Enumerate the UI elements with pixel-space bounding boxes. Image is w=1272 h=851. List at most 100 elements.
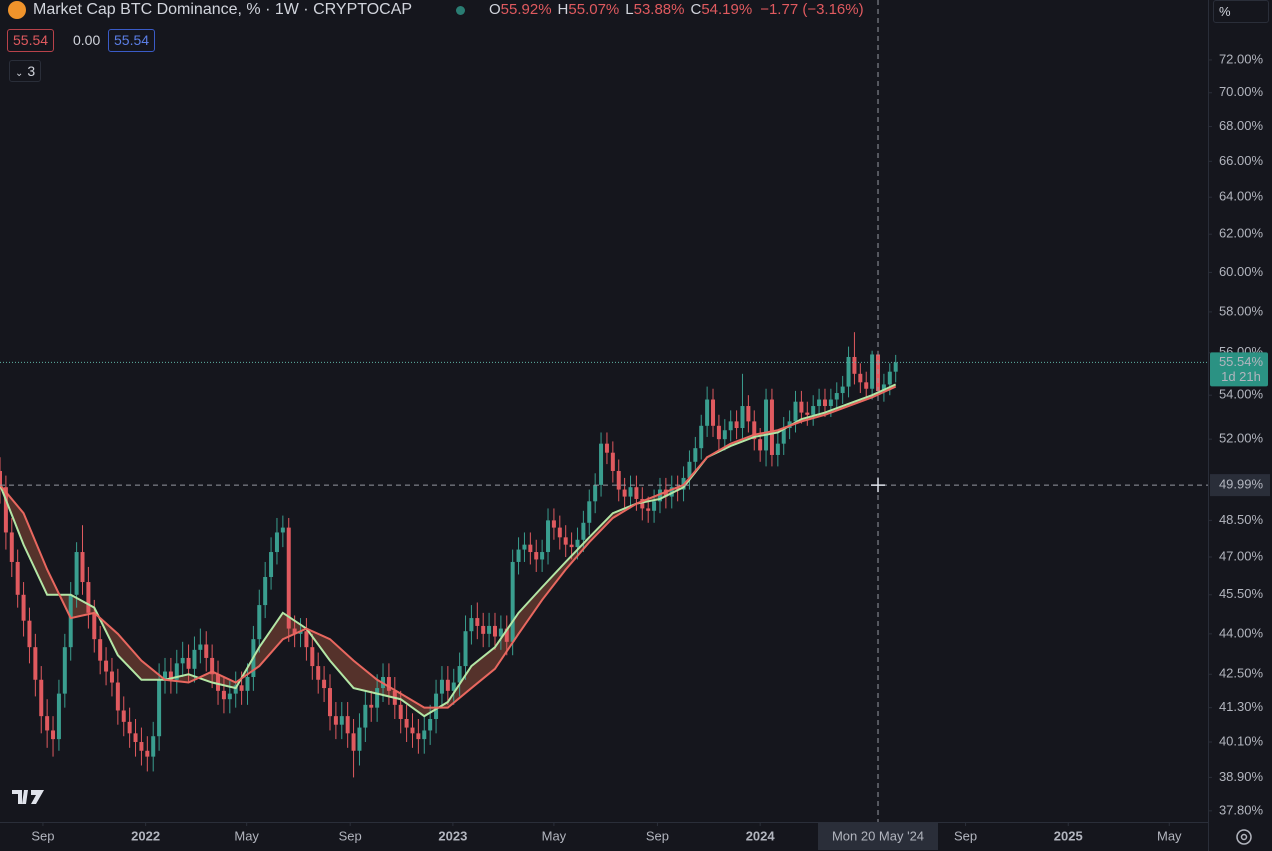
candle-body (345, 716, 350, 734)
candle-body (375, 688, 380, 708)
candle-body (769, 399, 774, 455)
candle-body (463, 631, 468, 667)
candle-body (0, 470, 2, 488)
candle-body (204, 644, 209, 658)
candle-body (634, 487, 639, 499)
crosshair-time-label: Mon 20 May '24 (832, 828, 924, 843)
x-tick-label: 2023 (438, 828, 467, 843)
candle-body (781, 428, 786, 444)
ohlc-key: L (625, 1, 634, 18)
plot-area (0, 332, 898, 778)
candle-body (322, 679, 327, 689)
crosshair-price-label: 49.99% (1219, 477, 1264, 492)
candle-body (186, 657, 191, 669)
candle-body (3, 487, 8, 533)
candle-body (716, 425, 721, 440)
candle-body (98, 639, 103, 661)
x-tick-label: Sep (339, 828, 362, 843)
x-tick-label: Sep (954, 828, 977, 843)
bitcoin-icon (8, 1, 26, 19)
candle-body (180, 657, 185, 664)
candle-body (192, 649, 197, 669)
candle-body (734, 421, 739, 429)
ohlc-key: H (557, 1, 569, 18)
indicator-value: 0.00 (73, 32, 101, 48)
ohlc-legend: O55.92% H55.07% L53.88% C54.19% −1.77 (−3.16… (489, 1, 864, 18)
candle-body (198, 644, 203, 650)
countdown-label: 1d 21h (1221, 369, 1261, 384)
y-tick-label: 44.00% (1219, 625, 1264, 640)
candle-body (752, 421, 757, 440)
candle-body (410, 727, 415, 734)
candle-body (280, 527, 285, 533)
candle-body (711, 399, 716, 426)
candle-body (599, 443, 604, 485)
symbol-title[interactable]: Market Cap BTC Dominance, % · 1W · CRYPT… (33, 1, 413, 18)
candle-body (563, 537, 568, 545)
candle-body (487, 625, 492, 634)
candle-body (758, 439, 763, 451)
candle-body (475, 618, 480, 626)
ohlc-value: 53.88% (633, 1, 685, 18)
candle-body (793, 401, 798, 422)
candle-body (286, 527, 291, 629)
candle-body (292, 628, 297, 634)
candle-body (846, 356, 851, 387)
candle-body (263, 576, 268, 606)
candle-body (622, 489, 627, 497)
candle-body (434, 693, 439, 719)
candle-body (451, 682, 456, 691)
candle-body (168, 671, 173, 680)
candle-body (522, 544, 527, 550)
y-tick-label: 38.90% (1219, 769, 1264, 784)
y-tick-label: 37.80% (1219, 802, 1264, 817)
candle-body (728, 421, 733, 431)
candle-body (604, 443, 609, 453)
candle-body (534, 552, 539, 560)
candle-body (646, 508, 651, 511)
settings-hub (1240, 833, 1248, 841)
candle-body (492, 625, 497, 637)
y-tick-label: 66.00% (1219, 153, 1264, 168)
change-value: −1.77 (−3.16%) (760, 1, 864, 18)
y-tick-label: 60.00% (1219, 264, 1264, 279)
candle-body (581, 522, 586, 540)
x-tick-label: May (542, 828, 567, 843)
y-tick-label: 42.50% (1219, 666, 1264, 681)
candle-body (39, 679, 44, 717)
candle-body (245, 677, 250, 691)
candle-body (339, 716, 344, 725)
scale-mode-button[interactable]: % (1213, 0, 1269, 23)
moving-average-line (0, 385, 897, 709)
candle-body (858, 373, 863, 383)
moving-average-line (0, 383, 897, 718)
candle-body (416, 733, 421, 740)
candle-body (21, 594, 26, 621)
candle-body (557, 527, 562, 538)
y-tick-label: 41.30% (1219, 699, 1264, 714)
candle-body (593, 484, 598, 502)
candle-body (151, 736, 156, 757)
candle-body (45, 716, 50, 731)
candle-body (133, 733, 138, 743)
y-tick-label: 68.00% (1219, 118, 1264, 133)
settings-icon[interactable] (1236, 829, 1252, 845)
candle-body (127, 721, 132, 734)
candle-body (357, 727, 362, 751)
indicator-value: 55.54 (108, 29, 156, 52)
candle-body (881, 384, 886, 392)
y-tick-label: 52.00% (1219, 431, 1264, 446)
ohlc-value: 55.92% (500, 1, 552, 18)
collapse-indicators-button[interactable]: ⌄ 3 (9, 60, 42, 82)
candle-body (840, 386, 845, 394)
candle-body (210, 657, 215, 675)
ohlc-value: 55.07% (568, 1, 620, 18)
candle-body (893, 362, 898, 372)
candle-body (227, 693, 232, 700)
y-tick-label: 54.00% (1219, 387, 1264, 402)
tradingview-logo (12, 790, 44, 804)
candle-body (9, 532, 14, 562)
candle-body (504, 628, 509, 642)
